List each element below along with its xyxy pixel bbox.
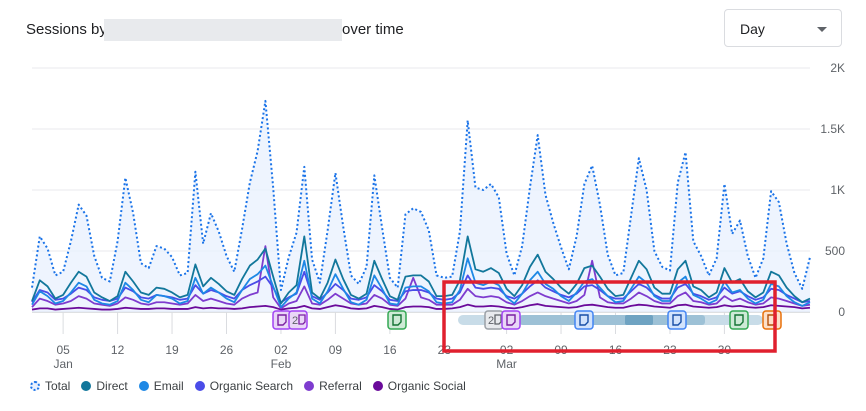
legend-item-total[interactable]: Total [30,379,70,393]
chart-title-suffix: over time [342,21,404,38]
legend-swatch [138,381,149,391]
annotation-marker[interactable]: 2 [288,310,308,330]
note-icon [734,314,744,326]
annotation-box [729,310,749,330]
note-icon [506,314,516,326]
y-tick-label: 1.5K [820,122,845,136]
annotation-marker[interactable] [272,310,292,330]
note-icon [298,314,306,325]
legend-item-referral[interactable]: Referral [304,379,362,393]
x-tick-label: 12 [111,343,125,357]
annotation-count: 2 [292,315,298,327]
legend-swatch [372,381,383,391]
x-tick-label: 02 [274,343,288,357]
x-tick-month: Jan [53,357,72,371]
y-tick-label: 2K [830,61,845,75]
annotation-box [501,310,521,330]
x-tick-label: 26 [220,343,234,357]
legend-label: Organic Search [209,379,294,393]
x-tick-month: Mar [496,357,517,371]
x-tick-label: 19 [165,343,179,357]
chart-legend: Total Direct Email Organic Search Referral Or… [30,379,477,393]
legend-item-direct[interactable]: Direct [81,379,128,393]
legend-item-organic-social[interactable]: Organic Social [372,379,466,393]
legend-swatch [30,381,40,391]
chart-title-prefix: Sessions by [26,21,107,38]
total-area [32,100,810,312]
legend-swatch [81,381,92,391]
chevron-down-icon [817,27,827,32]
annotation-box [667,310,687,330]
note-icon [392,314,402,326]
y-tick-label: 1K [830,183,845,197]
legend-label: Direct [96,379,128,393]
note-icon [672,314,682,326]
legend-item-organic-search[interactable]: Organic Search [194,379,294,393]
annotation-marker[interactable] [387,310,407,330]
annotation-marker[interactable] [574,310,594,330]
legend-item-email[interactable]: Email [138,379,184,393]
y-tick-label: 0 [838,305,845,319]
legend-label: Email [153,379,184,393]
annotation-marker[interactable] [729,310,749,330]
x-tick-month: Feb [271,357,292,371]
y-tick-label: 500 [825,244,845,258]
legend-label: Total [45,379,71,393]
series-line-organic-social [31,303,811,311]
legend-label: Referral [319,379,362,393]
period-select[interactable]: Day [724,9,842,47]
annotation-count: 2 [488,315,494,327]
y-axis: 0 500 1K 1.5K 2K [820,61,845,319]
note-icon [494,314,502,325]
annotation-range-bar-dense [520,315,705,325]
series-line-referral [31,245,811,310]
x-tick-label: 09 [329,343,343,357]
note-icon [277,314,287,326]
legend-swatch [194,381,205,391]
annotation-box [387,310,407,330]
period-select-value: Day [740,21,765,37]
series-line-total [31,99,811,292]
highlight-box [442,280,777,353]
annotation-marker[interactable] [501,310,521,330]
annotation-box [574,310,594,330]
x-tick-label: 05 [56,343,70,357]
series-line-direct [31,235,811,305]
annotation-marker[interactable] [762,310,782,330]
annotation-range-bar-peak [625,315,653,325]
annotation-box [762,310,782,330]
total-area-fill [32,100,810,312]
note-icon [579,314,589,326]
legend-swatch [304,381,315,391]
legend-label: Organic Social [387,379,466,393]
x-tick-label: 16 [383,343,397,357]
redacted-dimension [104,19,342,41]
annotation-marker[interactable]: 2 [484,310,504,330]
annotation-marker[interactable] [667,310,687,330]
